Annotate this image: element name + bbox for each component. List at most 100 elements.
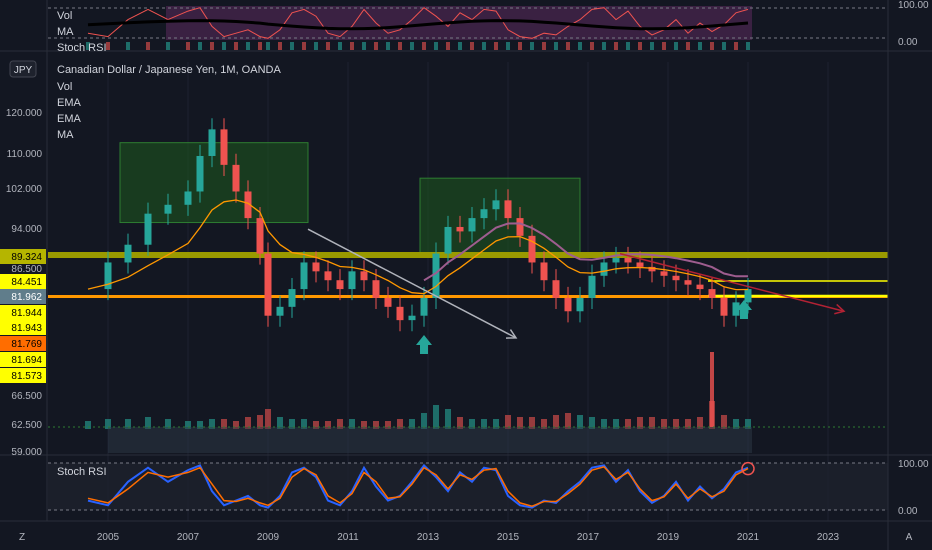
candle-body[interactable] [624, 258, 632, 263]
up-arrow-marker[interactable] [736, 300, 752, 319]
candle-body[interactable] [588, 275, 596, 298]
candle-body[interactable] [660, 271, 668, 276]
top-vol-pane[interactable] [48, 6, 888, 50]
top-vol-bar [614, 42, 618, 50]
left-price-axis[interactable]: 120.000 110.000 102.000 94.000 86.500 66.500 6… [0, 108, 46, 458]
candle-body[interactable] [720, 297, 728, 316]
candle-body[interactable] [516, 218, 524, 236]
top-vol-bar [234, 42, 238, 50]
y-tick-label: 66.500 [11, 391, 42, 402]
volume-bar [289, 419, 295, 429]
candle-body[interactable] [384, 297, 392, 307]
candle-body[interactable] [312, 262, 320, 272]
candle-body[interactable] [420, 297, 428, 316]
candle-body[interactable] [612, 258, 620, 263]
top-vol-bar [386, 42, 390, 50]
candle-body[interactable] [564, 297, 572, 312]
price-label: 81.943 [11, 323, 42, 334]
currency-badge[interactable] [9, 60, 37, 78]
stoch-highlight-circle[interactable] [741, 461, 755, 476]
volume-bar [313, 421, 319, 429]
trend-arrow[interactable] [619, 252, 845, 312]
candle-body[interactable] [636, 262, 644, 267]
top-vol-bar [746, 42, 750, 50]
candle-body[interactable] [648, 266, 656, 272]
top-vol-bar [434, 42, 438, 50]
candle-body[interactable] [196, 155, 204, 192]
candle-body[interactable] [372, 280, 380, 298]
top-vol-bar [470, 42, 474, 50]
highlight-zone[interactable] [419, 177, 581, 255]
candle-body[interactable] [444, 226, 452, 254]
candle-body[interactable] [576, 297, 584, 312]
candle-body[interactable] [276, 306, 284, 316]
top-vol-bar [410, 42, 414, 50]
volume-bar [125, 419, 131, 429]
top-vol-bar [722, 42, 726, 50]
candle-body[interactable] [336, 280, 344, 290]
candle-body[interactable] [480, 209, 488, 219]
candle-body[interactable] [684, 280, 692, 285]
candle-body[interactable] [696, 284, 704, 290]
candle-body[interactable] [104, 262, 112, 290]
candle-body[interactable] [468, 218, 476, 232]
top-legend-ma: MA [57, 26, 74, 38]
volume-bar [257, 415, 263, 429]
top-vol-bar [374, 42, 378, 50]
candle-body[interactable] [288, 289, 296, 307]
top-vol-bar [446, 42, 450, 50]
candle-body[interactable] [744, 289, 752, 303]
candle-body[interactable] [324, 271, 332, 281]
candle-body[interactable] [396, 306, 404, 321]
candle-body[interactable] [708, 289, 716, 298]
level-81-orange[interactable] [48, 295, 888, 298]
candle-body[interactable] [208, 129, 216, 156]
candle-body[interactable] [540, 262, 548, 281]
price-label: 81.694 [11, 355, 42, 366]
candle-body[interactable] [300, 262, 308, 290]
axis-corner-left[interactable]: Z [19, 532, 25, 543]
candle-body[interactable] [232, 164, 240, 192]
candle-body[interactable] [672, 275, 680, 281]
volume-bar [661, 419, 667, 429]
stoch-rsi-pane[interactable] [48, 461, 888, 511]
volume-bar [349, 419, 355, 429]
candle-body[interactable] [492, 200, 500, 210]
candle-body[interactable] [408, 315, 416, 321]
top-pane-legend: Vol MA Stoch RSI [57, 10, 107, 54]
stoch-tick-100: 100.00 [898, 459, 929, 470]
main-price-pane[interactable] [48, 62, 888, 521]
candle-body[interactable] [456, 226, 464, 232]
candle-body[interactable] [504, 200, 512, 219]
price-label-bg [0, 320, 46, 335]
candle-body[interactable] [256, 218, 264, 254]
candle-body[interactable] [348, 271, 356, 290]
axis-corner-right[interactable]: A [906, 532, 913, 543]
top-vol-bar [686, 42, 690, 50]
candle-body[interactable] [184, 191, 192, 205]
candle-body[interactable] [552, 280, 560, 298]
candle-body[interactable] [220, 129, 228, 165]
candle-body[interactable] [144, 213, 152, 245]
time-axis[interactable]: 2005 2007 2009 2011 2013 2015 2017 2019 2021 2023 [97, 532, 840, 543]
volume-bar [697, 417, 703, 429]
right-price-axis[interactable]: 100.00 0.00 100.00 0.00 [898, 0, 929, 517]
price-label: 81.573 [11, 371, 42, 382]
candle-body[interactable] [528, 235, 536, 263]
level-89-band[interactable] [48, 252, 888, 258]
candle-body[interactable] [124, 244, 132, 263]
top-vol-bar [278, 42, 282, 50]
trend-arrow[interactable] [307, 228, 517, 339]
top-vol-bar [710, 42, 714, 50]
candle-body[interactable] [732, 302, 740, 316]
candle-body[interactable] [244, 191, 252, 219]
y-tick-label: 120.000 [6, 108, 43, 119]
up-arrow-marker[interactable] [416, 335, 432, 354]
candle-body[interactable] [264, 253, 272, 316]
top-vol-bar [210, 42, 214, 50]
candle-body[interactable] [432, 253, 440, 298]
candle-body[interactable] [360, 271, 368, 281]
candle-body[interactable] [600, 262, 608, 276]
candle-body[interactable] [164, 204, 172, 214]
volume-bar [601, 419, 607, 429]
